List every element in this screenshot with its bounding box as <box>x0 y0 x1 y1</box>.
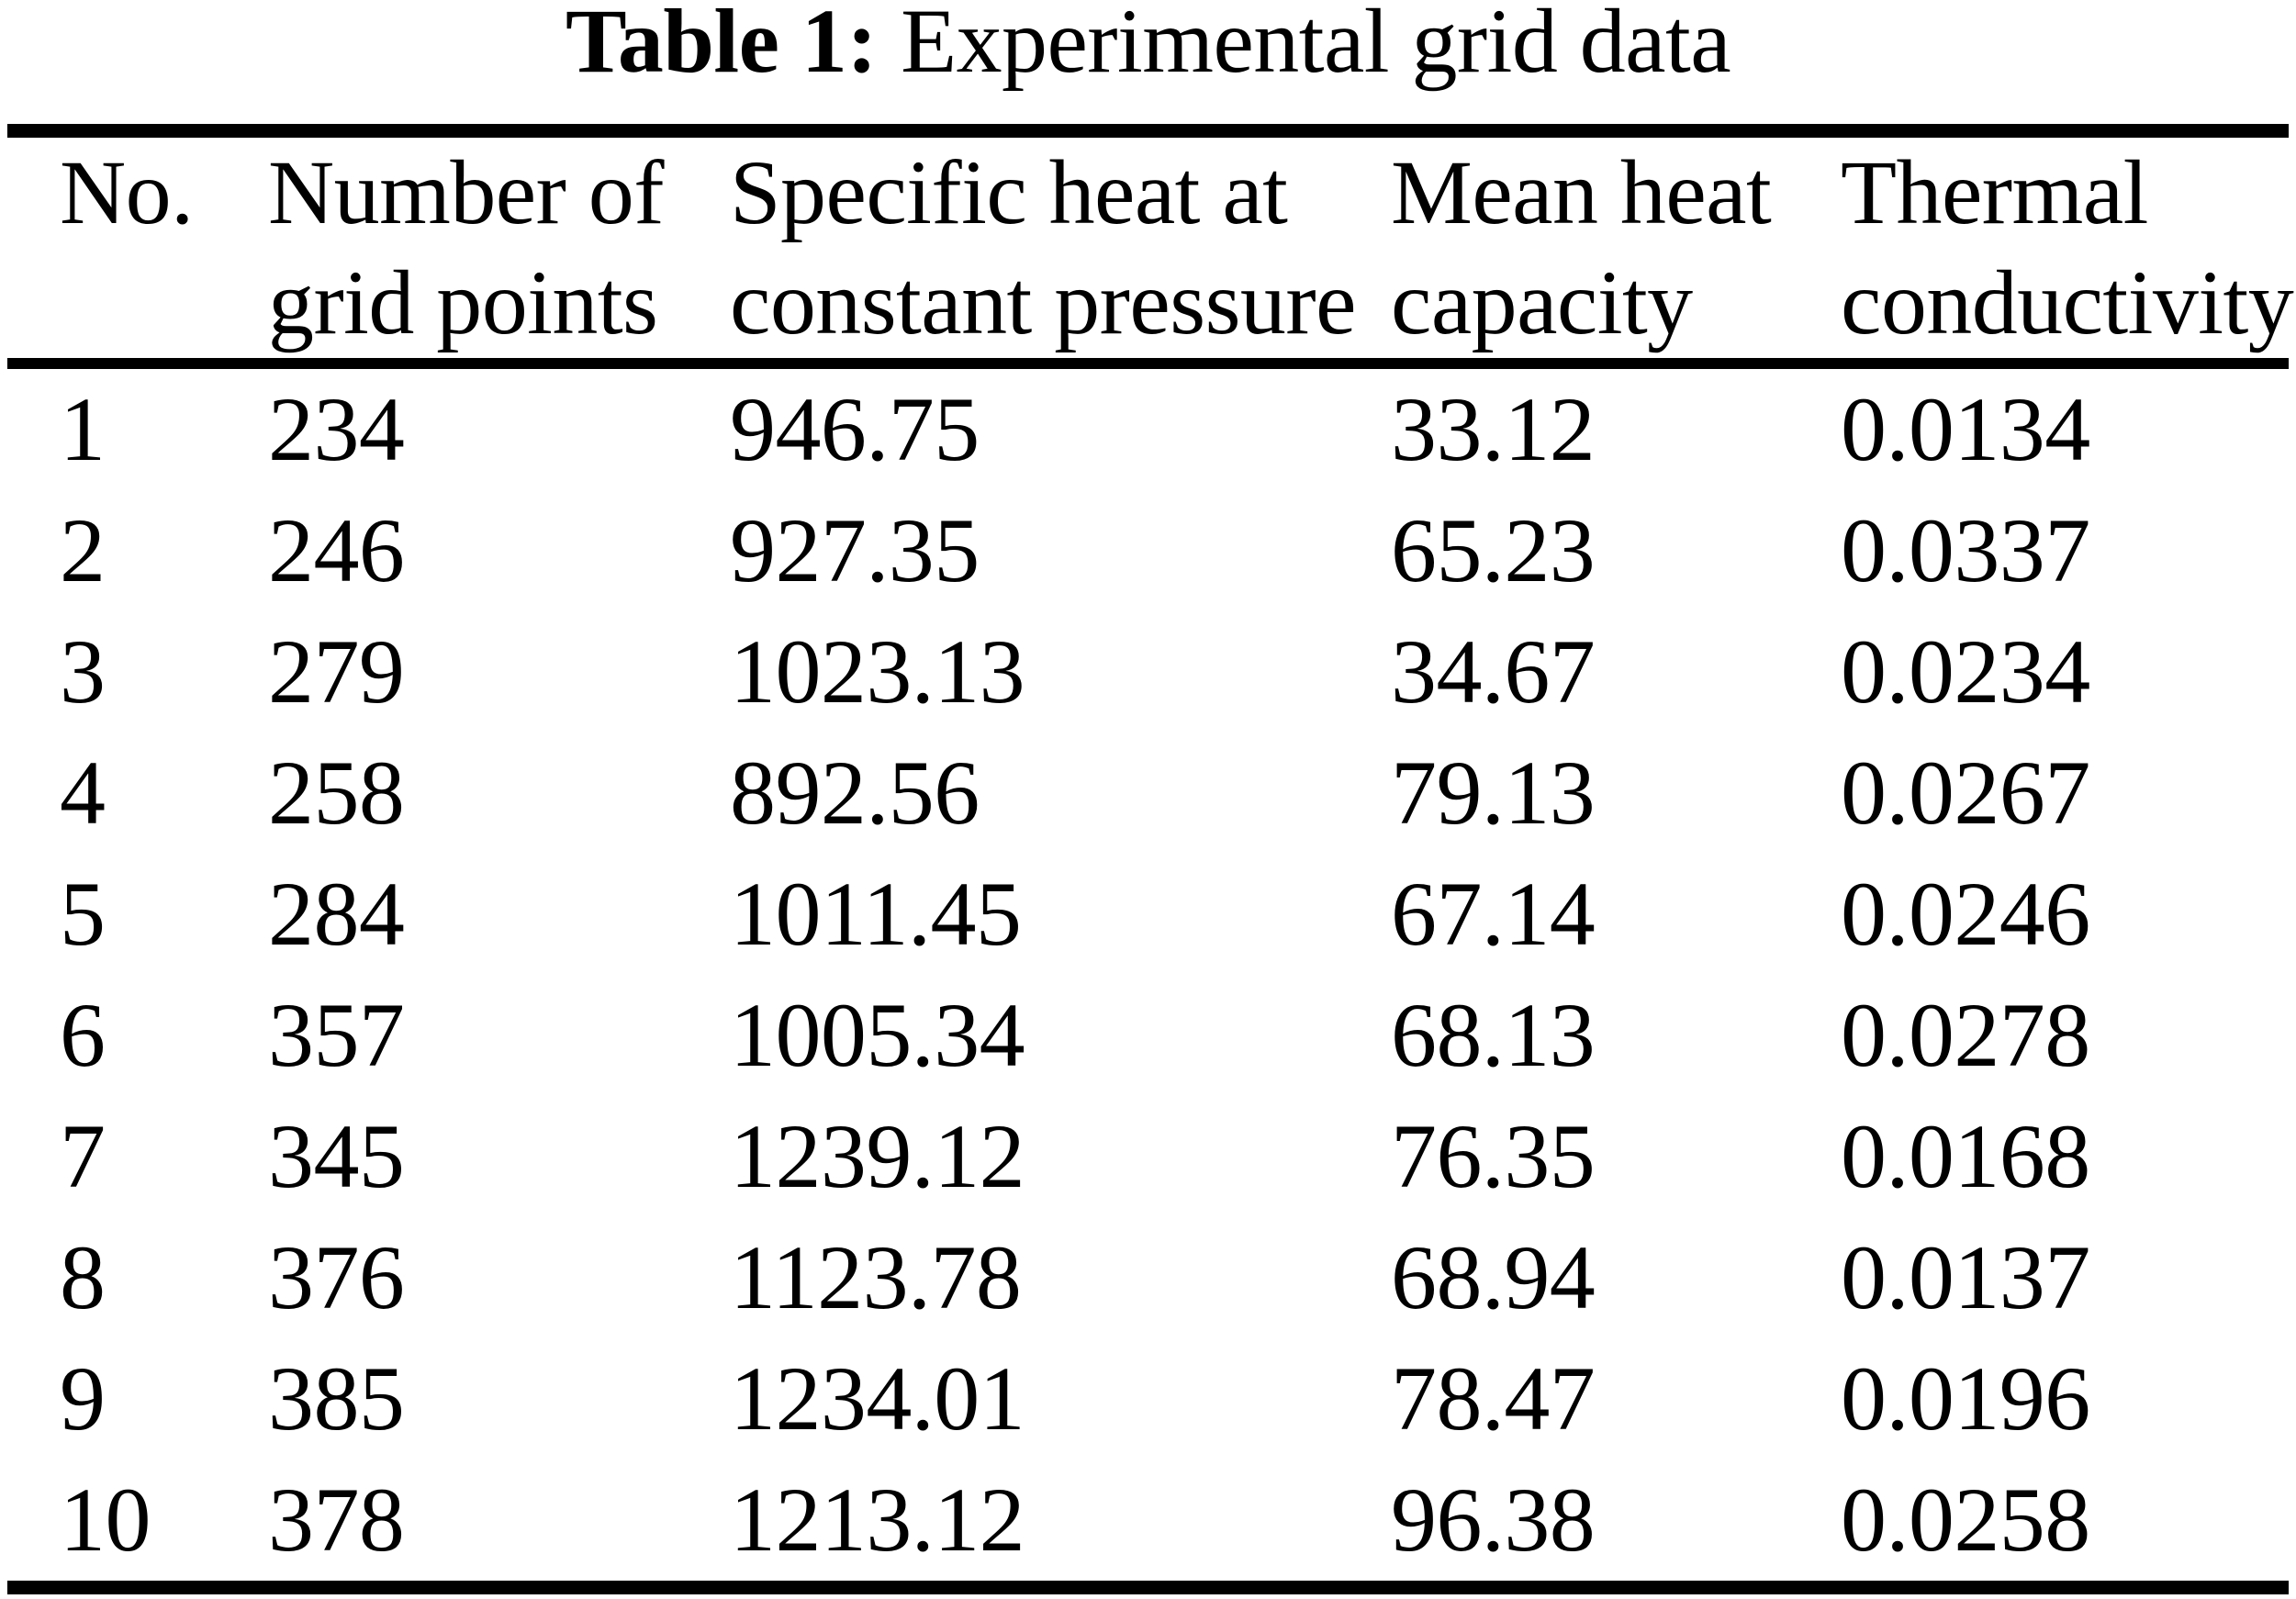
table-cell: 378 <box>268 1469 405 1571</box>
table-cell: 65.23 <box>1391 499 1596 601</box>
table-cell: 284 <box>268 863 405 965</box>
column-header-mean-heat-capacity: Mean heat capacity <box>1391 130 1841 369</box>
column-header-no: No. <box>7 130 268 369</box>
table-row: 3 279 1023.13 34.67 0.0234 <box>7 611 2289 732</box>
table-cell: 10 <box>60 1469 151 1571</box>
table-cell: 2 <box>60 499 106 601</box>
table-cell: 3 <box>60 621 106 722</box>
caption-text: Experimental grid data <box>901 0 1731 92</box>
table-row: 8 376 1123.78 68.94 0.0137 <box>7 1217 2289 1338</box>
table-cell: 79.13 <box>1391 742 1596 844</box>
table-cell: 67.14 <box>1391 863 1596 965</box>
table-row: 10 378 1213.12 96.38 0.0258 <box>7 1459 2289 1588</box>
table-cell: 68.94 <box>1391 1226 1596 1328</box>
table-cell: 234 <box>268 378 405 480</box>
column-header-thermal-conductivity: Thermal conductivity <box>1841 130 2294 369</box>
table-cell: 279 <box>268 621 405 722</box>
column-header-grid-points: Number of grid points <box>268 130 730 369</box>
table-cell: 7 <box>60 1105 106 1207</box>
table-cell: 4 <box>60 742 106 844</box>
table-row: 1 234 946.75 33.12 0.0134 <box>7 363 2289 490</box>
table-row: 4 258 892.56 79.13 0.0267 <box>7 732 2289 854</box>
table-cell: 0.0278 <box>1841 984 2090 1086</box>
table-cell: 927.35 <box>730 499 980 601</box>
table-cell: 96.38 <box>1391 1469 1596 1571</box>
table-body: 1 234 946.75 33.12 0.0134 2 246 927.35 65.23 0.03… <box>7 363 2289 1588</box>
table-caption: Table 1: Experimental grid data <box>0 0 2296 124</box>
table-cell: 0.0137 <box>1841 1226 2090 1328</box>
table-row: 2 246 927.35 65.23 0.0337 <box>7 490 2289 611</box>
table-cell: 1 <box>60 378 106 480</box>
table-cell: 1023.13 <box>730 621 1025 722</box>
table-cell: 1011.45 <box>730 863 1022 965</box>
table-cell: 376 <box>268 1226 405 1328</box>
table-cell: 892.56 <box>730 742 980 844</box>
table-cell: 78.47 <box>1391 1347 1596 1449</box>
table-row: 9 385 1234.01 78.47 0.0196 <box>7 1338 2289 1459</box>
table-cell: 1234.01 <box>730 1347 1025 1449</box>
table-cell: 0.0246 <box>1841 863 2090 965</box>
table-cell: 0.0267 <box>1841 742 2090 844</box>
table-cell: 68.13 <box>1391 984 1596 1086</box>
table-cell: 345 <box>268 1105 405 1207</box>
data-table: No. Number of grid points Specific heat … <box>7 124 2294 1594</box>
table-cell: 1123.78 <box>730 1226 1022 1328</box>
table-cell: 0.0168 <box>1841 1105 2090 1207</box>
table-cell: 1239.12 <box>730 1105 1025 1207</box>
table-cell: 1005.34 <box>730 984 1025 1086</box>
table-cell: 8 <box>60 1226 106 1328</box>
table-cell: 357 <box>268 984 405 1086</box>
table-cell: 0.0234 <box>1841 621 2090 722</box>
table-header: No. Number of grid points Specific heat … <box>7 130 2294 369</box>
table-cell: 5 <box>60 863 106 965</box>
header-row: No. Number of grid points Specific heat … <box>7 130 2294 369</box>
table-cell: 0.0337 <box>1841 499 2090 601</box>
table-cell: 76.35 <box>1391 1105 1596 1207</box>
table-cell: 33.12 <box>1391 378 1596 480</box>
table-cell: 0.0258 <box>1841 1469 2090 1571</box>
caption-label: Table 1: <box>565 0 878 92</box>
table-cell: 946.75 <box>730 378 980 480</box>
table-row: 6 357 1005.34 68.13 0.0278 <box>7 975 2289 1096</box>
table-cell: 0.0134 <box>1841 378 2090 480</box>
table-cell: 9 <box>60 1347 106 1449</box>
table-cell: 34.67 <box>1391 621 1596 722</box>
table-row: 5 284 1011.45 67.14 0.0246 <box>7 854 2289 975</box>
table-cell: 1213.12 <box>730 1469 1025 1571</box>
column-header-specific-heat: Specific heat at constant pressure <box>730 130 1391 369</box>
table-cell: 6 <box>60 984 106 1086</box>
table-row: 7 345 1239.12 76.35 0.0168 <box>7 1096 2289 1217</box>
table-cell: 258 <box>268 742 405 844</box>
table-cell: 0.0196 <box>1841 1347 2090 1449</box>
table-cell: 385 <box>268 1347 405 1449</box>
table-cell: 246 <box>268 499 405 601</box>
